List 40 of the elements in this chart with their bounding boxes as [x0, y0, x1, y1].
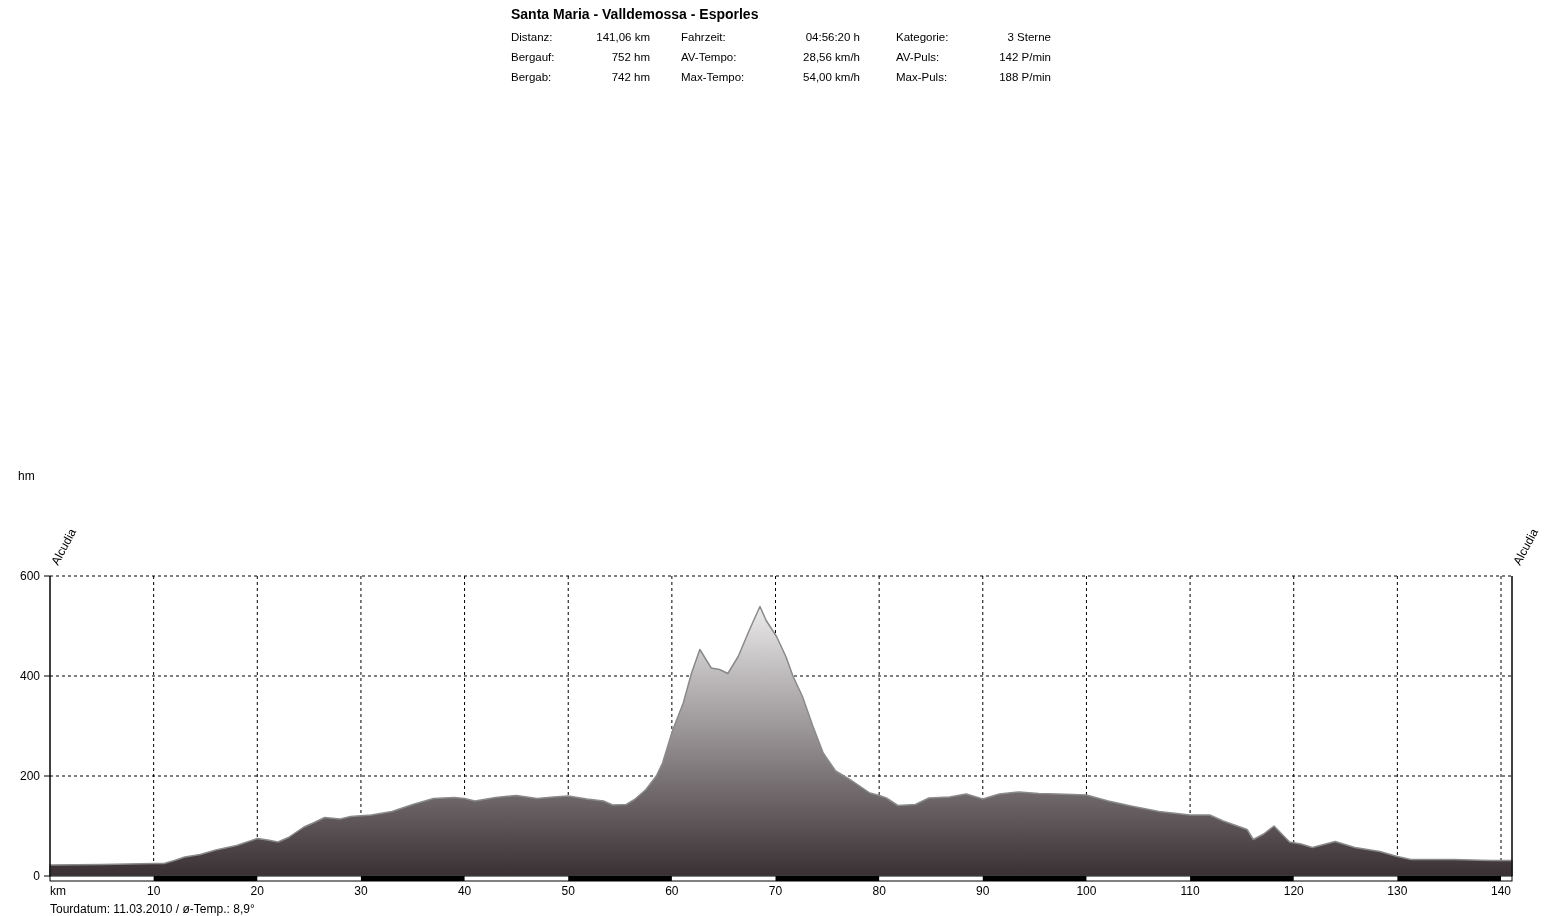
text: 142 P/min [999, 51, 1051, 63]
text: Bergauf: [511, 51, 555, 63]
text: 742 hm [611, 71, 650, 83]
x-axis-title: km [50, 884, 66, 898]
text: 04:56:20 h [805, 31, 860, 43]
y-tick-label: 600 [19, 569, 41, 584]
x-tick-label: 70 [768, 884, 783, 898]
text: 141,06 km [596, 31, 650, 43]
text: Bergab: [511, 71, 552, 83]
x-tick-label: 120 [1283, 884, 1305, 898]
text: Tourdatum: 11.03.2010 / ø-Temp.: 8,9° [50, 902, 255, 916]
chart-title: Santa Maria - Valldemossa - Esporles [511, 6, 759, 22]
text: Fahrzeit: [681, 31, 726, 43]
x-tick-label: 40 [457, 884, 472, 898]
y-tick-label: 200 [19, 769, 41, 784]
x-tick-label: 50 [561, 884, 576, 898]
text: 752 hm [611, 51, 650, 63]
y-tick-label: 400 [19, 669, 41, 684]
text: AV-Puls: [896, 51, 940, 63]
x-tick-label: 30 [354, 884, 368, 898]
text: 188 P/min [999, 71, 1051, 83]
x-tick-label: 130 [1387, 884, 1408, 898]
x-tick-label: 10 [146, 884, 161, 898]
text: AV-Tempo: [681, 51, 737, 63]
text: Kategorie: [896, 31, 949, 43]
x-tick-label: 90 [976, 884, 990, 898]
x-tick-label: 60 [665, 884, 679, 898]
x-tick-label: 100 [1076, 884, 1097, 898]
text: hm [18, 469, 35, 483]
text: 3 Sterne [1007, 31, 1051, 43]
x-tick-label: 20 [250, 884, 265, 898]
y-tick-label: 0 [33, 869, 41, 884]
text: 28,56 km/h [803, 51, 860, 63]
text: Distanz: [511, 31, 553, 43]
x-tick-label: 80 [872, 884, 887, 898]
x-tick-label: 140 [1491, 884, 1512, 898]
text: Max-Tempo: [681, 71, 745, 83]
text: 54,00 km/h [803, 71, 860, 83]
text: Max-Puls: [896, 71, 948, 83]
x-tick-label: 110 [1180, 884, 1200, 898]
